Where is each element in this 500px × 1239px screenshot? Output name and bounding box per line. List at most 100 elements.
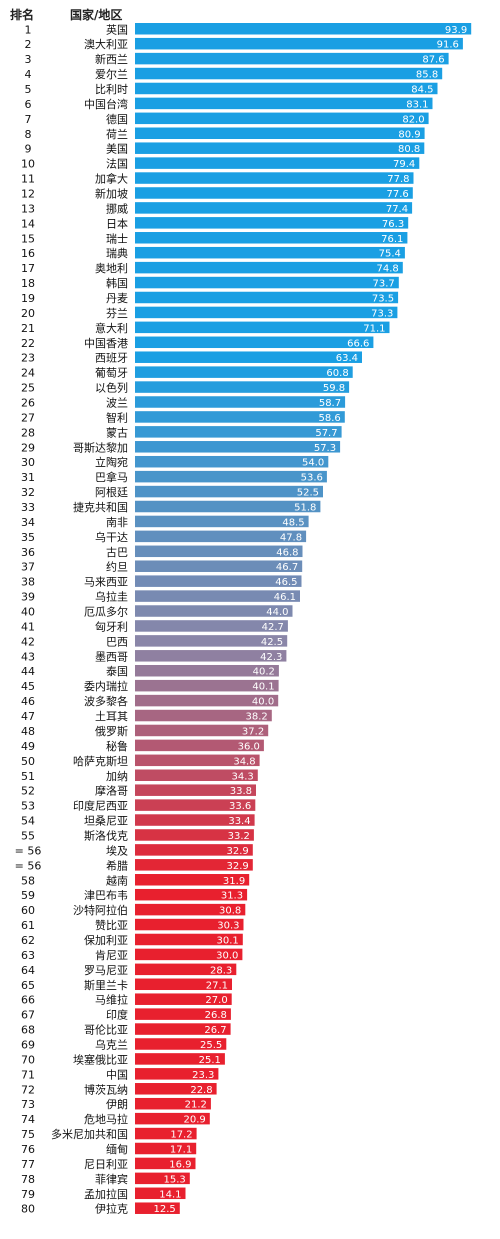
value-label: 46.1 [274,592,296,603]
rank-label: 24 [21,367,35,380]
category-label: 韩国 [106,276,128,290]
value-label: 32.9 [227,846,249,857]
value-label: 17.1 [170,1145,192,1156]
bar [135,1112,210,1125]
category-label: 蒙古 [106,426,128,439]
rank-label: 60 [21,904,35,917]
value-label: 27.0 [205,995,227,1006]
rank-label: 68 [21,1024,35,1037]
category-label: 新西兰 [95,52,128,66]
rank-label: 64 [21,964,35,977]
category-label: 立陶宛 [95,455,128,469]
rank-label: 10 [21,158,35,171]
value-label: 85.8 [416,70,438,81]
bar [135,620,288,632]
category-label: 伊拉克 [95,1202,128,1216]
category-label: 新加坡 [95,186,128,200]
rank-label: 40 [21,606,35,619]
value-label: 33.2 [228,831,250,842]
rank-label: 76 [21,1143,35,1156]
rank-label: 21 [21,322,35,335]
value-label: 34.3 [232,771,254,782]
rank-label: 43 [21,650,35,663]
value-label: 77.4 [386,204,408,215]
category-label: 以色列 [95,381,128,395]
category-label: 智利 [106,410,128,424]
bar [135,575,302,587]
rank-label: 9 [25,143,32,156]
value-label: 82.0 [402,114,424,125]
category-label: 乌干达 [95,530,128,544]
rank-label: 79 [21,1188,35,1201]
rank-label: 66 [21,994,35,1007]
bar [135,127,425,140]
rank-label: 71 [21,1068,35,1081]
value-label: 73.3 [371,308,393,319]
rank-label: 15 [21,232,35,245]
rank-label: 7 [25,113,32,126]
bar [135,769,258,781]
bar [135,560,303,572]
value-label: 57.3 [314,443,336,454]
bar [135,336,374,349]
category-label: 肯尼亚 [95,949,128,962]
category-label: 乌拉圭 [95,590,128,604]
rank-label: 42 [21,635,35,648]
value-label: 73.5 [372,293,394,304]
category-label: 加纳 [106,770,128,783]
bar [135,366,353,378]
bar [135,590,300,602]
bar [135,709,272,722]
bar [135,232,408,244]
value-label: 83.1 [406,99,428,110]
value-label: 77.8 [387,174,409,185]
rank-label: 19 [21,292,35,305]
bar [135,351,362,363]
rank-label: 72 [21,1083,35,1096]
country-column-header: 国家/地区 [70,8,123,22]
rank-label: 49 [21,740,35,753]
category-label: 南非 [106,516,128,529]
category-label: 荷兰 [106,128,128,141]
rank-label: 27 [21,411,35,424]
value-label: 48.5 [282,517,304,528]
rank-label: 75 [21,1128,35,1141]
bar [135,963,237,976]
bar [135,799,256,811]
value-label: 87.6 [422,55,444,66]
rank-label: 59 [21,889,35,902]
value-label: 25.5 [200,1040,222,1051]
bar [135,321,390,334]
category-label: 马维拉 [95,993,128,1007]
bar [135,112,429,125]
rank-label: 78 [21,1173,35,1186]
value-label: 22.8 [190,1085,212,1096]
rank-label: 18 [21,277,35,290]
bar [135,545,303,558]
category-label: 尼日利亚 [84,1158,128,1171]
value-label: 14.1 [159,1189,181,1200]
category-label: 孟加拉国 [84,1187,128,1201]
rank-column-header: 排名 [10,8,35,22]
rank-label: 13 [21,202,35,215]
category-label: 意大利 [95,321,128,335]
bar [135,306,398,319]
rank-label: 73 [21,1098,35,1111]
rank-label: 48 [21,725,35,738]
value-label: 51.8 [294,503,316,514]
rank-label: 80 [21,1203,35,1216]
value-label: 21.2 [185,1100,207,1111]
value-label: 63.4 [336,353,358,364]
bar [135,381,350,393]
value-label: 46.5 [275,577,297,588]
value-label: 52.5 [297,488,319,499]
category-label: 缅甸 [106,1142,128,1156]
rank-label: 25 [21,382,35,395]
value-label: 44.0 [266,607,288,618]
bar [135,679,279,692]
value-label: 23.3 [192,1070,214,1081]
category-label: 加拿大 [95,172,128,186]
rank-label: 74 [21,1113,35,1126]
bar [135,1083,217,1095]
category-label: 埃及 [106,843,128,857]
